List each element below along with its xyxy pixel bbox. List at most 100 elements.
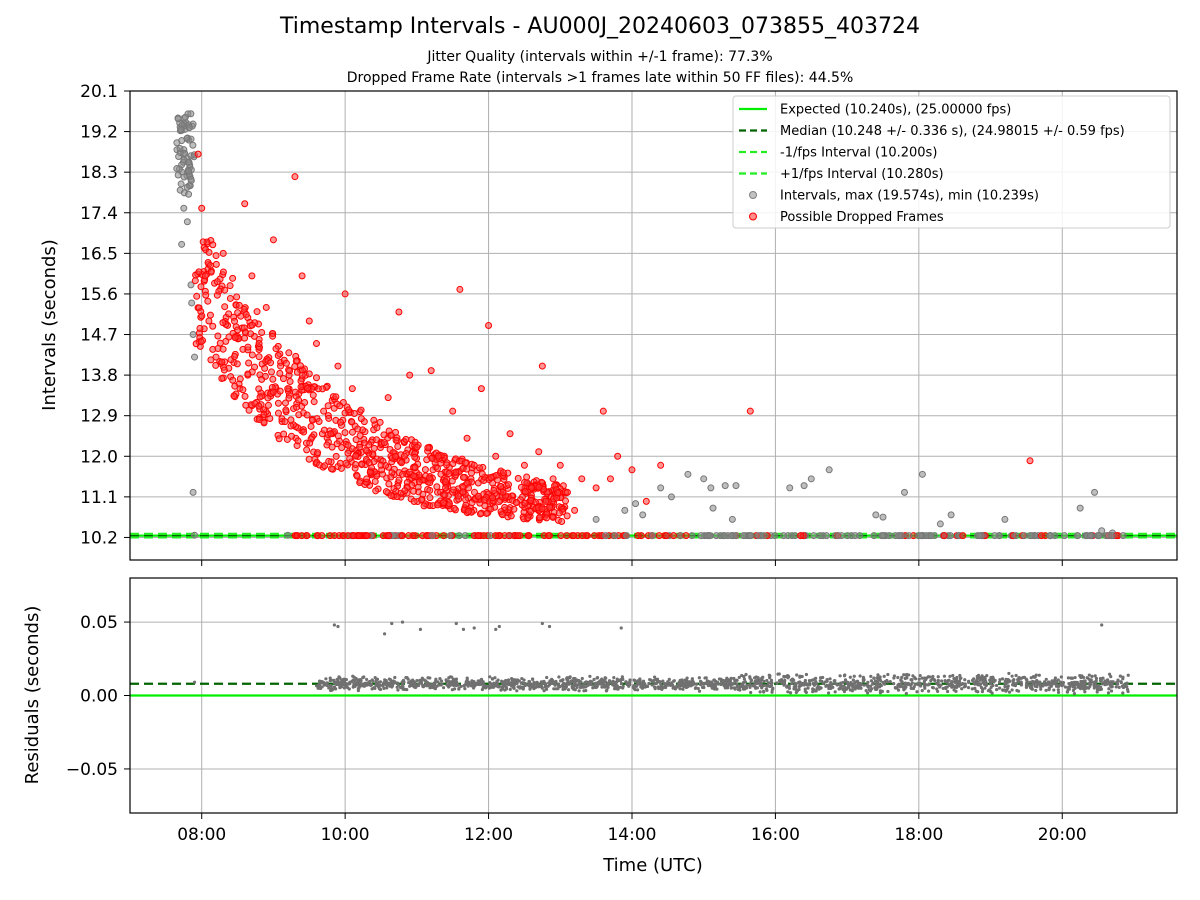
residual-point: [929, 679, 933, 683]
interval-point: [739, 532, 747, 540]
residual-point: [839, 681, 843, 685]
dropped-frame-point: [452, 468, 460, 476]
residual-point: [962, 685, 966, 689]
dropped-frame-point: [427, 367, 435, 375]
x-axis-label: Time (UTC): [602, 855, 703, 876]
dropped-frame-point: [555, 509, 563, 517]
residual-point: [802, 683, 806, 687]
residual-point: [317, 683, 322, 687]
residual-point: [875, 680, 880, 684]
residual-point: [1117, 685, 1121, 690]
dropped-frame-point: [426, 494, 434, 502]
dropped-frame-point: [478, 470, 486, 478]
dropped-frame-point: [285, 394, 293, 402]
residual-point: [549, 681, 553, 686]
dropped-frame-point: [442, 484, 450, 492]
interval-point: [947, 511, 955, 519]
interval-point: [623, 532, 631, 540]
dropped-frame-point: [212, 353, 220, 361]
residual-point: [1034, 673, 1038, 677]
residual-point: [558, 685, 562, 689]
residual-point: [615, 677, 619, 681]
residual-point: [583, 685, 587, 689]
residual-point: [955, 682, 959, 686]
residual-point: [595, 681, 600, 686]
residual-point: [439, 679, 444, 683]
dropped-frame-point: [194, 150, 202, 158]
residual-point: [872, 676, 876, 680]
residual-point: [459, 684, 463, 688]
residual-point: [856, 686, 861, 690]
dropped-frame-point: [267, 359, 275, 367]
dropped-frame-point: [233, 293, 241, 301]
residual-point: [837, 687, 841, 691]
interval-point: [187, 281, 195, 289]
legend-entry-label: +1/fps Interval (10.280s): [780, 167, 944, 182]
residual-point: [573, 683, 578, 688]
residual-point: [878, 675, 882, 679]
residual-point: [604, 689, 609, 693]
dropped-frame-point: [433, 464, 441, 472]
bottom-y-axis-label: Residuals (seconds): [22, 606, 43, 785]
dropped-frame-point: [334, 362, 342, 370]
residual-point: [790, 681, 794, 686]
residual-point: [926, 683, 930, 687]
dropped-frame-point: [746, 407, 754, 415]
dropped-frame-point: [201, 272, 209, 280]
residual-point: [568, 675, 572, 679]
dropped-frame-point: [400, 452, 408, 460]
residual-point: [722, 681, 726, 685]
residual-point: [782, 675, 787, 679]
interval-point: [180, 204, 188, 212]
dropped-frame-point: [450, 486, 458, 494]
interval-point: [771, 532, 779, 540]
residual-point: [794, 687, 798, 691]
dropped-frame-point: [411, 453, 419, 461]
legend-entry-label: -1/fps Interval (10.200s): [780, 146, 937, 161]
dropped-frame-point: [571, 506, 579, 514]
residual-point: [1035, 678, 1039, 683]
dropped-frame-point: [310, 398, 318, 406]
residual-point: [1066, 676, 1071, 680]
residual-point: [853, 681, 857, 685]
dropped-frame-point: [474, 492, 482, 500]
residual-point: [871, 681, 875, 685]
x-tick-label: 12:00: [464, 825, 513, 845]
residual-point: [1053, 676, 1057, 680]
residual-point: [970, 678, 975, 682]
residual-point: [913, 682, 918, 686]
residual-point: [1010, 674, 1014, 678]
dropped-frame-point: [315, 418, 323, 426]
interval-point: [706, 532, 714, 540]
dropped-frame-point: [286, 367, 294, 375]
dropped-frame-point: [606, 475, 614, 483]
residual-point: [385, 686, 389, 690]
residual-point: [417, 683, 421, 688]
residual-point: [522, 678, 526, 682]
residual-point: [951, 673, 955, 678]
interval-point: [174, 115, 182, 123]
residual-point: [396, 683, 401, 687]
residual-point: [678, 687, 682, 691]
dropped-frame-point: [485, 322, 493, 329]
legend-dot-swatch: [749, 212, 757, 221]
residual-point: [792, 678, 796, 682]
residual-point: [903, 683, 907, 687]
residual-point: [948, 674, 952, 678]
residual-point: [632, 678, 636, 682]
residual-point: [602, 683, 606, 687]
dropped-frame-point: [218, 374, 226, 382]
residual-point: [803, 678, 807, 683]
residual-point: [940, 679, 944, 683]
residual-point: [808, 679, 812, 683]
residual-point: [652, 685, 657, 689]
residual-point: [1010, 688, 1014, 692]
residual-point: [493, 676, 497, 680]
residual-point: [388, 678, 392, 682]
dropped-frame-point: [377, 461, 385, 469]
residual-point: [1125, 681, 1129, 685]
legend-entry-label: Possible Dropped Frames: [780, 210, 944, 225]
interval-point: [284, 531, 292, 539]
residual-point: [1099, 685, 1103, 689]
residual-point: [769, 678, 774, 682]
